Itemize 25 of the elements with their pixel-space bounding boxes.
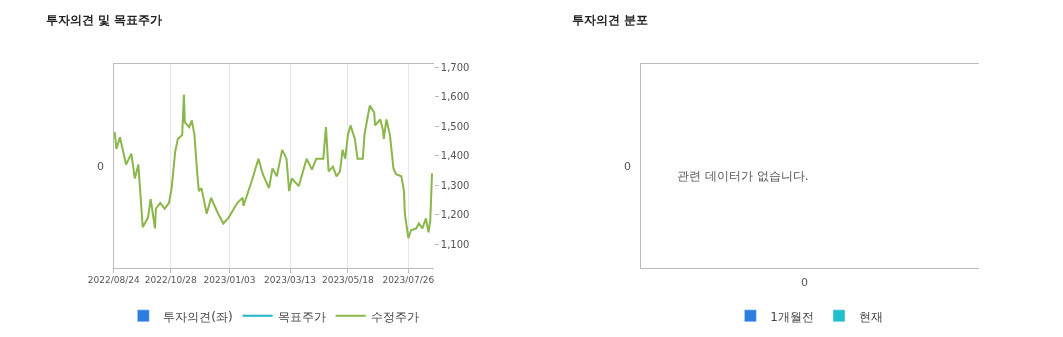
y2-tick-label: 1,600 — [440, 91, 470, 103]
legend-label: 목표주가 — [277, 309, 326, 324]
text: 투자의견 분포 — [572, 13, 649, 27]
x-tick-label: 2022/10/28 — [144, 275, 197, 286]
y2-tick-label: 1,200 — [440, 209, 470, 221]
x-tick-label: 2023/05/18 — [321, 275, 375, 286]
chart-title: 투자의견 및 목표주가 — [46, 13, 163, 27]
y2-tick-label: 1,300 — [440, 179, 470, 191]
x-tick-label: 2023/07/26 — [382, 275, 435, 286]
text: 관련 데이터가 없습니다. — [677, 169, 809, 183]
legend-label: 투자의견(좌) — [163, 309, 233, 324]
line-series — [113, 93, 434, 240]
y2-tick-label: 1,100 — [440, 238, 470, 250]
legend-label: 1개월전 — [770, 309, 814, 324]
y2-tick-label: 1,400 — [440, 150, 470, 162]
text: 0 — [624, 160, 631, 173]
legend-label: 현재 — [859, 309, 883, 324]
text: 0 — [97, 160, 104, 173]
x-tick-label: 2023/03/13 — [264, 275, 316, 286]
x-tick-label: 2022/08/24 — [87, 275, 141, 286]
y2-tick-label: 1,700 — [440, 61, 470, 73]
legend-label: 수정주가 — [370, 309, 419, 324]
y2-tick-label: 1,500 — [440, 120, 470, 132]
x-tick-label: 2023/01/03 — [203, 275, 256, 286]
text: 0 — [801, 276, 808, 289]
